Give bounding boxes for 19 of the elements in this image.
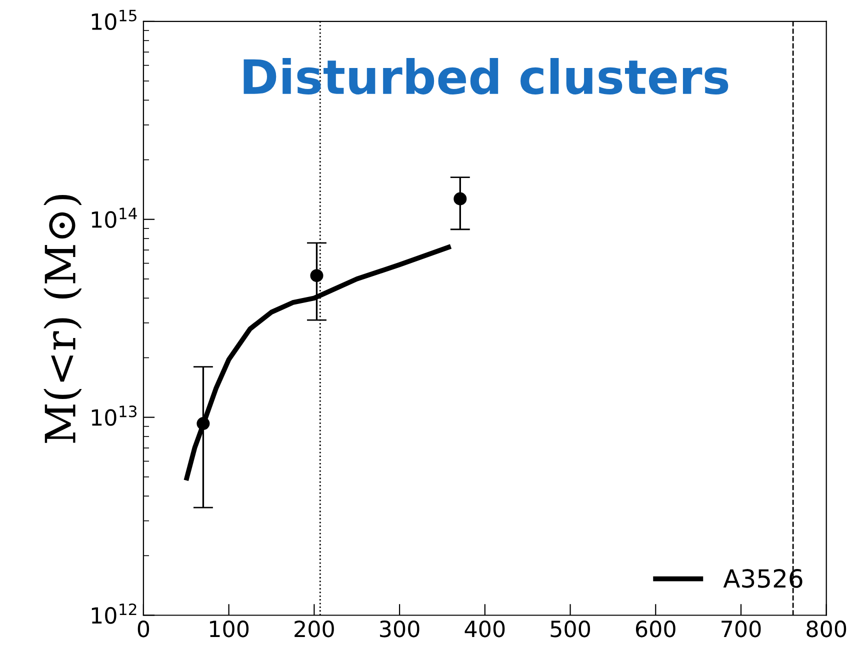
point: [196, 417, 210, 430]
x-tick-label: 100: [210, 620, 249, 638]
text: Disturbed clusters: [244, 58, 728, 94]
x-tick-label: 200: [294, 620, 334, 638]
y-tick-label: 10$^{14}$: [92, 208, 137, 228]
y-tick-label: 10$^{13}$: [92, 406, 137, 426]
x-tick-label: 700: [722, 620, 761, 638]
y-tick-label: 10$^{12}$: [92, 603, 136, 624]
point: [454, 192, 467, 206]
x-tick-label: 0: [138, 620, 150, 638]
x-tick-label: 400: [464, 620, 505, 638]
legend-label: A3526: [723, 569, 802, 588]
y-tick-label: 10$^{15}$: [92, 10, 136, 30]
point: [310, 269, 324, 282]
x-tick-label: 300: [380, 620, 420, 638]
x-tick-label: 800: [806, 620, 846, 638]
y-axis-title: M(<r) (M⊙): [44, 194, 82, 443]
x-tick-label: 500: [550, 620, 590, 638]
x-tick-label: 600: [636, 620, 676, 638]
